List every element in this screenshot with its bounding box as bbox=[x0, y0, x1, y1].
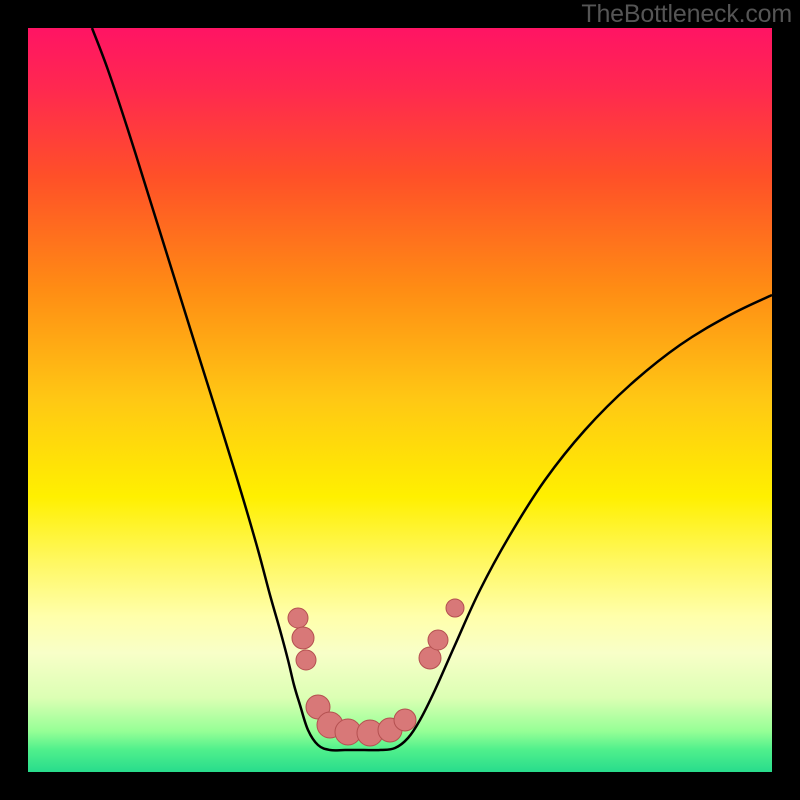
data-marker bbox=[428, 630, 448, 650]
plot-background bbox=[28, 28, 772, 772]
bottleneck-chart bbox=[0, 0, 800, 800]
data-marker bbox=[394, 709, 416, 731]
data-marker bbox=[446, 599, 464, 617]
data-marker bbox=[288, 608, 308, 628]
data-marker bbox=[292, 627, 314, 649]
data-marker bbox=[296, 650, 316, 670]
watermark-text: TheBottleneck.com bbox=[581, 0, 792, 29]
